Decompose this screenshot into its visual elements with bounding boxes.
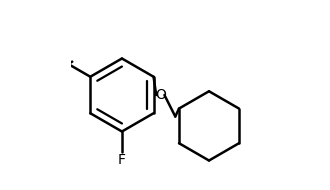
Text: O: O: [155, 88, 166, 102]
Text: F: F: [118, 154, 126, 167]
